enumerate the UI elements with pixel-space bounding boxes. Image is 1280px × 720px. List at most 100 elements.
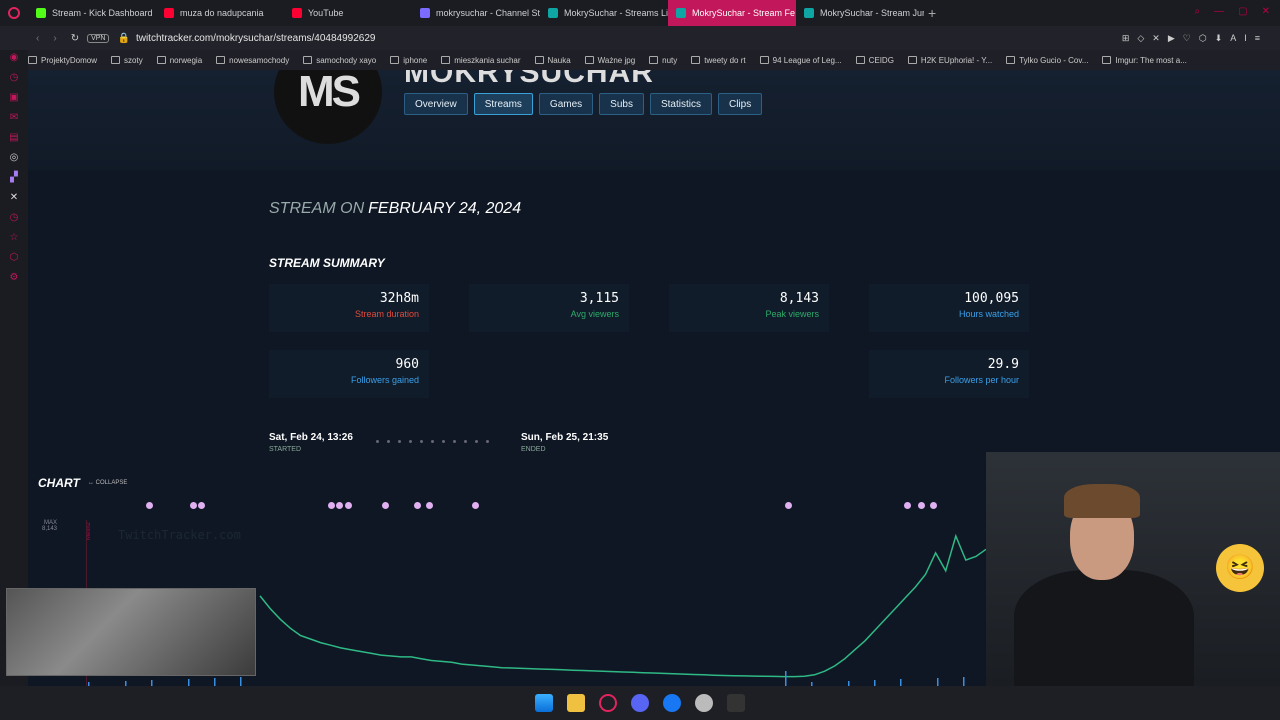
bookmark-item[interactable]: norwegia — [156, 56, 202, 65]
clock-icon[interactable]: ◷ — [9, 212, 19, 223]
avatar[interactable]: MS — [274, 70, 382, 144]
browser-tab[interactable]: MokrySuchar - Streams Li — [540, 0, 668, 26]
reload-icon[interactable]: ↻ — [70, 32, 80, 44]
ai-icon[interactable]: ◎ — [9, 152, 19, 163]
folder-icon — [1006, 56, 1016, 64]
nav-subs[interactable]: Subs — [599, 93, 644, 115]
obs-icon[interactable] — [695, 694, 713, 712]
followers-bar — [214, 678, 216, 686]
windows-start-icon[interactable] — [535, 694, 553, 712]
back-icon[interactable]: ‹ — [36, 32, 40, 44]
file-explorer-icon[interactable] — [567, 694, 585, 712]
chart-event-dot[interactable] — [414, 502, 421, 509]
new-tab-button[interactable]: + — [928, 5, 937, 21]
followers-bar — [811, 682, 813, 686]
chart-event-dot[interactable] — [190, 502, 197, 509]
chart-event-dot[interactable] — [472, 502, 479, 509]
bag-icon[interactable]: ▣ — [9, 92, 19, 103]
bookmark-item[interactable]: tweety do rt — [691, 56, 746, 65]
bookmark-item[interactable]: ProjektyDomow — [28, 56, 97, 65]
bookmark-item[interactable]: Imgur: The most a... — [1102, 56, 1187, 65]
stat-card: 3,115 Avg viewers — [469, 284, 629, 332]
chart-heading: CHART — [38, 476, 80, 490]
collapse-button[interactable]: ↔ COLLAPSE — [88, 480, 128, 486]
browser-tab[interactable]: YouTube — [284, 0, 412, 26]
opera-logo-icon[interactable] — [0, 7, 28, 19]
stat-label: Stream duration — [354, 309, 419, 319]
bookmark-item[interactable]: H2K EUphoria! - Y... — [907, 56, 992, 65]
url-field[interactable]: twitchtracker.com/mokrysuchar/streams/40… — [135, 32, 376, 44]
stat-value: 100,095 — [964, 291, 1019, 306]
folder-icon — [216, 56, 226, 64]
mail-icon[interactable]: ✉ — [9, 112, 19, 123]
browser-tab[interactable]: MokrySuchar - Stream Jur — [796, 0, 924, 26]
nav-games[interactable]: Games — [538, 93, 594, 115]
player-icon[interactable]: ▤ — [9, 132, 19, 143]
stat-card: 8,143 Peak viewers — [669, 284, 829, 332]
tab-favicon-icon — [164, 8, 174, 18]
search-tabs-icon[interactable]: ⌕ — [1194, 6, 1201, 17]
tab-favicon-icon — [292, 8, 302, 18]
chart-event-dot[interactable] — [336, 502, 343, 509]
terminal-icon[interactable] — [727, 694, 745, 712]
history-icon[interactable]: ◷ — [9, 72, 19, 83]
bookmark-item[interactable]: samochody xayo — [303, 56, 376, 65]
nav-statistics[interactable]: Statistics — [649, 93, 712, 115]
minimize-button[interactable]: — — [1214, 6, 1225, 17]
chart-event-dot[interactable] — [146, 502, 153, 509]
stat-card: 960 Followers gained — [269, 350, 429, 398]
bookmark-item[interactable]: nuty — [649, 56, 677, 65]
forward-icon[interactable]: › — [53, 32, 57, 44]
bookmark-item[interactable]: CEIDG — [855, 56, 894, 65]
messenger-icon[interactable]: ◉ — [9, 52, 19, 63]
browser-tab[interactable]: Stream - Kick Dashboard — [28, 0, 156, 26]
bookmark-item[interactable]: szoty — [111, 56, 143, 65]
chart-event-dot[interactable] — [426, 502, 433, 509]
vpn-badge[interactable]: VPN — [87, 33, 110, 43]
maximize-button[interactable]: ▢ — [1238, 6, 1248, 17]
bookmark-icon[interactable]: ☆ — [9, 232, 19, 243]
stat-value: 960 — [395, 357, 419, 372]
discord-icon[interactable] — [631, 694, 649, 712]
extension-icon[interactable]: ⬡ — [9, 252, 19, 263]
toolbar-extensions-icons[interactable]: ⊞◇✕▶♡⬡⬇AI≡ — [1121, 32, 1268, 43]
followers-bar — [125, 681, 127, 686]
x-icon[interactable]: ✕ — [9, 192, 19, 203]
browser-sidebar: ◉ ◷ ▣ ✉ ▤ ◎ ▞ ✕ ◷ ☆ ⬡ ⚙ — [0, 50, 28, 686]
chart-event-dot[interactable] — [382, 502, 389, 509]
bookmark-item[interactable]: Nauka — [534, 56, 571, 65]
stat-card: 100,095 Hours watched — [869, 284, 1029, 332]
bookmark-item[interactable]: iphone — [390, 56, 427, 65]
nav-streams[interactable]: Streams — [473, 93, 533, 115]
twitch-icon[interactable]: ▞ — [10, 172, 18, 183]
browser-tab[interactable]: muza do nadupcania — [156, 0, 284, 26]
lock-icon: 🔒 — [117, 32, 130, 44]
tab-label: MokrySuchar - Stream Fe — [692, 8, 796, 18]
folder-icon — [441, 56, 451, 64]
folder-icon — [534, 56, 544, 64]
settings-icon[interactable]: ⚙ — [9, 272, 19, 283]
chart-event-dot[interactable] — [930, 502, 937, 509]
bookmark-item[interactable]: 94 League of Leg... — [759, 56, 842, 65]
followers-bar — [937, 678, 939, 686]
chart-event-dot[interactable] — [345, 502, 352, 509]
folder-icon — [156, 56, 166, 64]
bookmark-item[interactable]: mieszkania suchar — [441, 56, 521, 65]
opera-taskbar-icon[interactable] — [599, 694, 617, 712]
browser-tab[interactable]: MokrySuchar - Stream Fe — [668, 0, 796, 26]
bookmark-item[interactable]: nowesamochody — [216, 56, 289, 65]
browser-tab[interactable]: mokrysuchar - Channel St — [412, 0, 540, 26]
facebook-icon[interactable] — [663, 694, 681, 712]
nav-clips[interactable]: Clips — [717, 93, 763, 115]
chart-event-dot[interactable] — [918, 502, 925, 509]
chart-event-dot[interactable] — [904, 502, 911, 509]
bookmark-item[interactable]: Tylko Gucio - Cov... — [1006, 56, 1088, 65]
bookmark-item[interactable]: Ważne jpg — [584, 56, 635, 65]
channel-header: MS MOKRYSUCHAR Overview Streams Games Subs S… — [28, 70, 1280, 170]
close-window-button[interactable]: ✕ — [1261, 6, 1270, 17]
webcam-overlay: 😆 — [986, 452, 1280, 686]
chart-event-dot[interactable] — [785, 502, 792, 509]
chart-event-dot[interactable] — [328, 502, 335, 509]
chart-event-dot[interactable] — [198, 502, 205, 509]
nav-overview[interactable]: Overview — [404, 93, 468, 115]
